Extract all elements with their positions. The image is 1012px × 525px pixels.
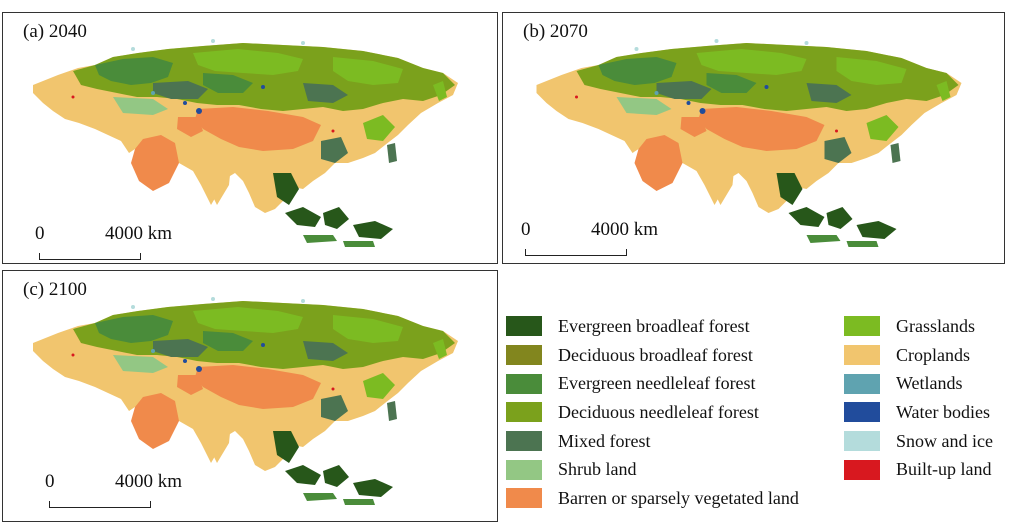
panel-label: (a) 2040: [23, 21, 87, 42]
scale-bar-line: [525, 249, 627, 256]
legend-swatch: [506, 488, 542, 509]
legend-item-wetlands: Wetlands: [844, 369, 993, 398]
legend-item-deciduous-broadleaf-forest: Deciduous broadleaf forest: [506, 341, 799, 370]
legend-item-grasslands: Grasslands: [844, 312, 993, 341]
legend-swatch: [506, 402, 542, 423]
legend-label: Deciduous needleleaf forest: [558, 401, 759, 422]
scale-distance-label: 4000 km: [591, 219, 659, 240]
legend-label: Deciduous broadleaf forest: [558, 344, 753, 365]
legend-item-evergreen-needleleaf-forest: Evergreen needleleaf forest: [506, 369, 799, 398]
legend-item-croplands: Croplands: [844, 341, 993, 370]
legend-label: Grasslands: [896, 315, 975, 336]
scale-zero-label: 0: [45, 471, 55, 492]
scale-zero-label: 0: [35, 223, 45, 244]
scale-distance-label: 4000 km: [105, 223, 173, 244]
map-panel-2070: (b) 2070 0 4000 km: [502, 12, 1005, 264]
legend-swatch: [844, 345, 880, 366]
land-cover-map-2100: [33, 297, 458, 505]
scale-zero-label: 0: [521, 219, 531, 240]
legend-swatch: [844, 316, 880, 337]
legend-label: Built-up land: [896, 459, 992, 480]
legend: Evergreen broadleaf forest Deciduous bro…: [506, 312, 1006, 512]
legend-label: Snow and ice: [896, 430, 993, 451]
legend-swatch: [506, 316, 542, 337]
legend-item-evergreen-broadleaf-forest: Evergreen broadleaf forest: [506, 312, 799, 341]
legend-item-mixed-forest: Mixed forest: [506, 427, 799, 456]
panel-label: (c) 2100: [23, 279, 87, 300]
legend-swatch: [506, 459, 542, 480]
legend-swatch: [844, 431, 880, 452]
legend-label: Evergreen broadleaf forest: [558, 315, 750, 336]
legend-item-built-up-land: Built-up land: [844, 455, 993, 484]
legend-label: Croplands: [896, 344, 970, 365]
map-panel-2040: (a) 2040 0 4000 km: [2, 12, 498, 264]
scale-bar-line: [39, 253, 141, 260]
scale-bar-line: [49, 501, 151, 508]
land-cover-map-2070: [536, 39, 962, 247]
legend-column-left: Evergreen broadleaf forest Deciduous bro…: [506, 312, 799, 513]
legend-label: Evergreen needleleaf forest: [558, 373, 756, 394]
legend-swatch: [506, 345, 542, 366]
legend-label: Mixed forest: [558, 430, 651, 451]
map-panel-2100: (c) 2100 0 4000 km: [2, 270, 498, 522]
legend-item-deciduous-needleleaf-forest: Deciduous needleleaf forest: [506, 398, 799, 427]
legend-item-shrub-land: Shrub land: [506, 455, 799, 484]
panel-label: (b) 2070: [523, 21, 588, 42]
legend-swatch: [506, 431, 542, 452]
legend-column-right: Grasslands Croplands Wetlands Water bodi…: [844, 312, 993, 484]
land-cover-map-2040: [33, 39, 458, 247]
legend-label: Shrub land: [558, 459, 637, 480]
legend-label: Water bodies: [896, 401, 991, 422]
legend-label: Wetlands: [896, 373, 963, 394]
scale-distance-label: 4000 km: [115, 471, 183, 492]
legend-item-water-bodies: Water bodies: [844, 398, 993, 427]
legend-swatch: [506, 373, 542, 394]
legend-swatch: [844, 373, 880, 394]
legend-swatch: [844, 459, 880, 480]
legend-item-barren-land: Barren or sparsely vegetated land: [506, 484, 799, 513]
legend-item-snow-and-ice: Snow and ice: [844, 427, 993, 456]
legend-label: Barren or sparsely vegetated land: [558, 487, 799, 508]
legend-swatch: [844, 402, 880, 423]
